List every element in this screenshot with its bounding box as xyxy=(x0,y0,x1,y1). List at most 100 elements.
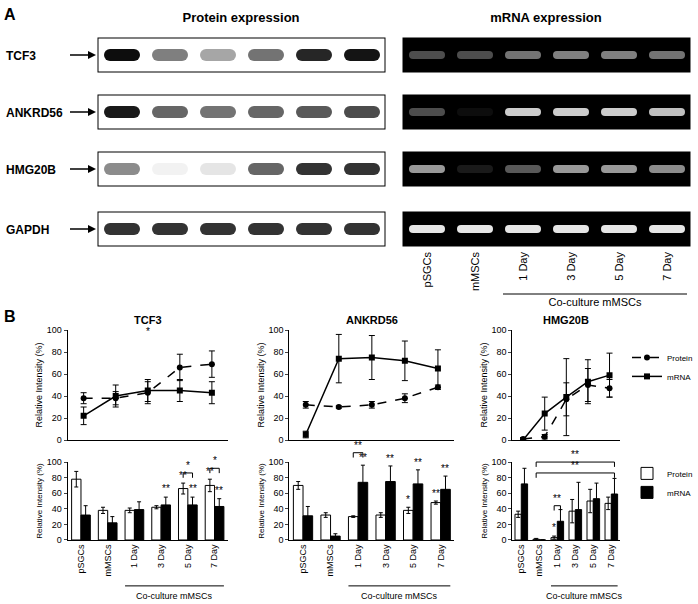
svg-text:60: 60 xyxy=(52,369,62,379)
svg-text:0: 0 xyxy=(501,535,506,545)
svg-text:20: 20 xyxy=(496,413,506,423)
svg-text:3 Day: 3 Day xyxy=(565,252,577,281)
svg-text:*: * xyxy=(406,494,410,505)
svg-text:5 Day: 5 Day xyxy=(183,544,193,568)
svg-text:TCF3: TCF3 xyxy=(134,314,162,326)
svg-text:mMSCs: mMSCs xyxy=(325,544,335,576)
svg-text:7 Day: 7 Day xyxy=(606,544,616,568)
svg-text:Co-culture mMSCs: Co-culture mMSCs xyxy=(136,591,213,601)
svg-text:**: ** xyxy=(179,470,187,481)
svg-text:1 Day: 1 Day xyxy=(129,544,139,568)
svg-text:3 Day: 3 Day xyxy=(570,544,580,568)
svg-text:20: 20 xyxy=(496,520,506,530)
svg-text:40: 40 xyxy=(496,504,506,514)
svg-text:5 Day: 5 Day xyxy=(588,544,598,568)
svg-text:A: A xyxy=(4,6,16,23)
svg-text:*: * xyxy=(186,460,190,471)
svg-text:Relative Intensity (%): Relative Intensity (%) xyxy=(34,343,44,428)
svg-text:**: ** xyxy=(189,483,197,494)
svg-text:**: ** xyxy=(553,493,561,504)
svg-text:**: ** xyxy=(571,449,579,460)
svg-text:Relative Intensity (%): Relative Intensity (%) xyxy=(35,463,44,539)
svg-text:40: 40 xyxy=(52,504,62,514)
svg-text:**: ** xyxy=(386,453,394,464)
svg-text:ANKRD56: ANKRD56 xyxy=(346,314,398,326)
svg-text:80: 80 xyxy=(273,473,283,483)
svg-text:HMG20B: HMG20B xyxy=(543,314,589,326)
svg-text:80: 80 xyxy=(52,347,62,357)
svg-text:40: 40 xyxy=(496,391,506,401)
svg-text:80: 80 xyxy=(496,473,506,483)
svg-text:0: 0 xyxy=(501,435,506,445)
svg-text:mRNA expression: mRNA expression xyxy=(490,10,602,25)
svg-text:5 Day: 5 Day xyxy=(408,544,418,568)
svg-text:Co-culture mMSCs: Co-culture mMSCs xyxy=(361,591,438,601)
svg-text:pSGCs: pSGCs xyxy=(516,544,526,574)
svg-text:80: 80 xyxy=(273,347,283,357)
svg-text:100: 100 xyxy=(268,457,283,467)
svg-text:60: 60 xyxy=(273,488,283,498)
svg-text:3 Day: 3 Day xyxy=(156,544,166,568)
svg-text:TCF3: TCF3 xyxy=(6,49,36,63)
svg-text:60: 60 xyxy=(52,488,62,498)
svg-text:mMSCs: mMSCs xyxy=(103,544,113,576)
svg-text:GAPDH: GAPDH xyxy=(6,223,49,237)
svg-text:**: ** xyxy=(359,452,367,463)
svg-text:20: 20 xyxy=(273,413,283,423)
svg-text:pSGCs: pSGCs xyxy=(298,544,308,574)
svg-text:60: 60 xyxy=(273,369,283,379)
svg-text:ANKRD56: ANKRD56 xyxy=(6,106,63,120)
svg-text:**: ** xyxy=(571,460,579,471)
svg-text:*: * xyxy=(552,522,556,533)
svg-text:0: 0 xyxy=(278,435,283,445)
svg-text:pSGCs: pSGCs xyxy=(76,544,86,574)
svg-text:Co-culture mMSCs: Co-culture mMSCs xyxy=(549,296,642,308)
svg-text:80: 80 xyxy=(496,347,506,357)
svg-text:pSGCs: pSGCs xyxy=(421,252,433,288)
svg-text:**: ** xyxy=(215,485,223,496)
svg-text:Protein: Protein xyxy=(667,354,692,363)
svg-text:mMSCs: mMSCs xyxy=(534,544,544,576)
svg-text:Protein expression: Protein expression xyxy=(182,10,299,25)
svg-text:**: ** xyxy=(432,488,440,499)
svg-text:Relative Intensity (%): Relative Intensity (%) xyxy=(480,463,489,539)
svg-text:**: ** xyxy=(441,463,449,474)
svg-text:40: 40 xyxy=(273,391,283,401)
svg-text:7 Day: 7 Day xyxy=(661,252,673,281)
svg-text:100: 100 xyxy=(491,457,506,467)
svg-text:*: * xyxy=(213,455,217,466)
svg-text:20: 20 xyxy=(52,520,62,530)
svg-text:80: 80 xyxy=(52,473,62,483)
svg-text:40: 40 xyxy=(52,391,62,401)
svg-text:Relative Intensity (%): Relative Intensity (%) xyxy=(257,463,266,539)
svg-text:mMSCs: mMSCs xyxy=(469,252,481,292)
svg-text:100: 100 xyxy=(491,325,506,335)
svg-text:1 Day: 1 Day xyxy=(353,544,363,568)
svg-text:HMG20B: HMG20B xyxy=(6,163,56,177)
svg-text:Relative Intensity (%): Relative Intensity (%) xyxy=(479,343,489,428)
svg-text:Relative Intensity (%): Relative Intensity (%) xyxy=(256,343,266,428)
svg-text:**: ** xyxy=(206,466,214,477)
svg-text:Co-culture mMSCs: Co-culture mMSCs xyxy=(546,591,623,601)
svg-text:5 Day: 5 Day xyxy=(613,252,625,281)
svg-text:0: 0 xyxy=(57,435,62,445)
svg-text:20: 20 xyxy=(273,520,283,530)
svg-text:100: 100 xyxy=(47,457,62,467)
svg-text:20: 20 xyxy=(52,413,62,423)
svg-text:0: 0 xyxy=(278,535,283,545)
svg-text:60: 60 xyxy=(496,488,506,498)
svg-text:0: 0 xyxy=(57,535,62,545)
svg-text:100: 100 xyxy=(47,325,62,335)
svg-text:60: 60 xyxy=(496,369,506,379)
svg-text:1 Day: 1 Day xyxy=(517,252,529,281)
svg-text:1 Day: 1 Day xyxy=(552,544,562,568)
svg-text:**: ** xyxy=(414,457,422,468)
svg-text:100: 100 xyxy=(268,325,283,335)
svg-text:**: ** xyxy=(354,440,362,451)
svg-text:Protein: Protein xyxy=(667,470,692,479)
svg-text:*: * xyxy=(146,326,150,337)
svg-text:**: ** xyxy=(162,483,170,494)
svg-text:mRNA: mRNA xyxy=(667,489,691,498)
svg-text:7 Day: 7 Day xyxy=(209,544,219,568)
svg-text:B: B xyxy=(4,308,16,325)
